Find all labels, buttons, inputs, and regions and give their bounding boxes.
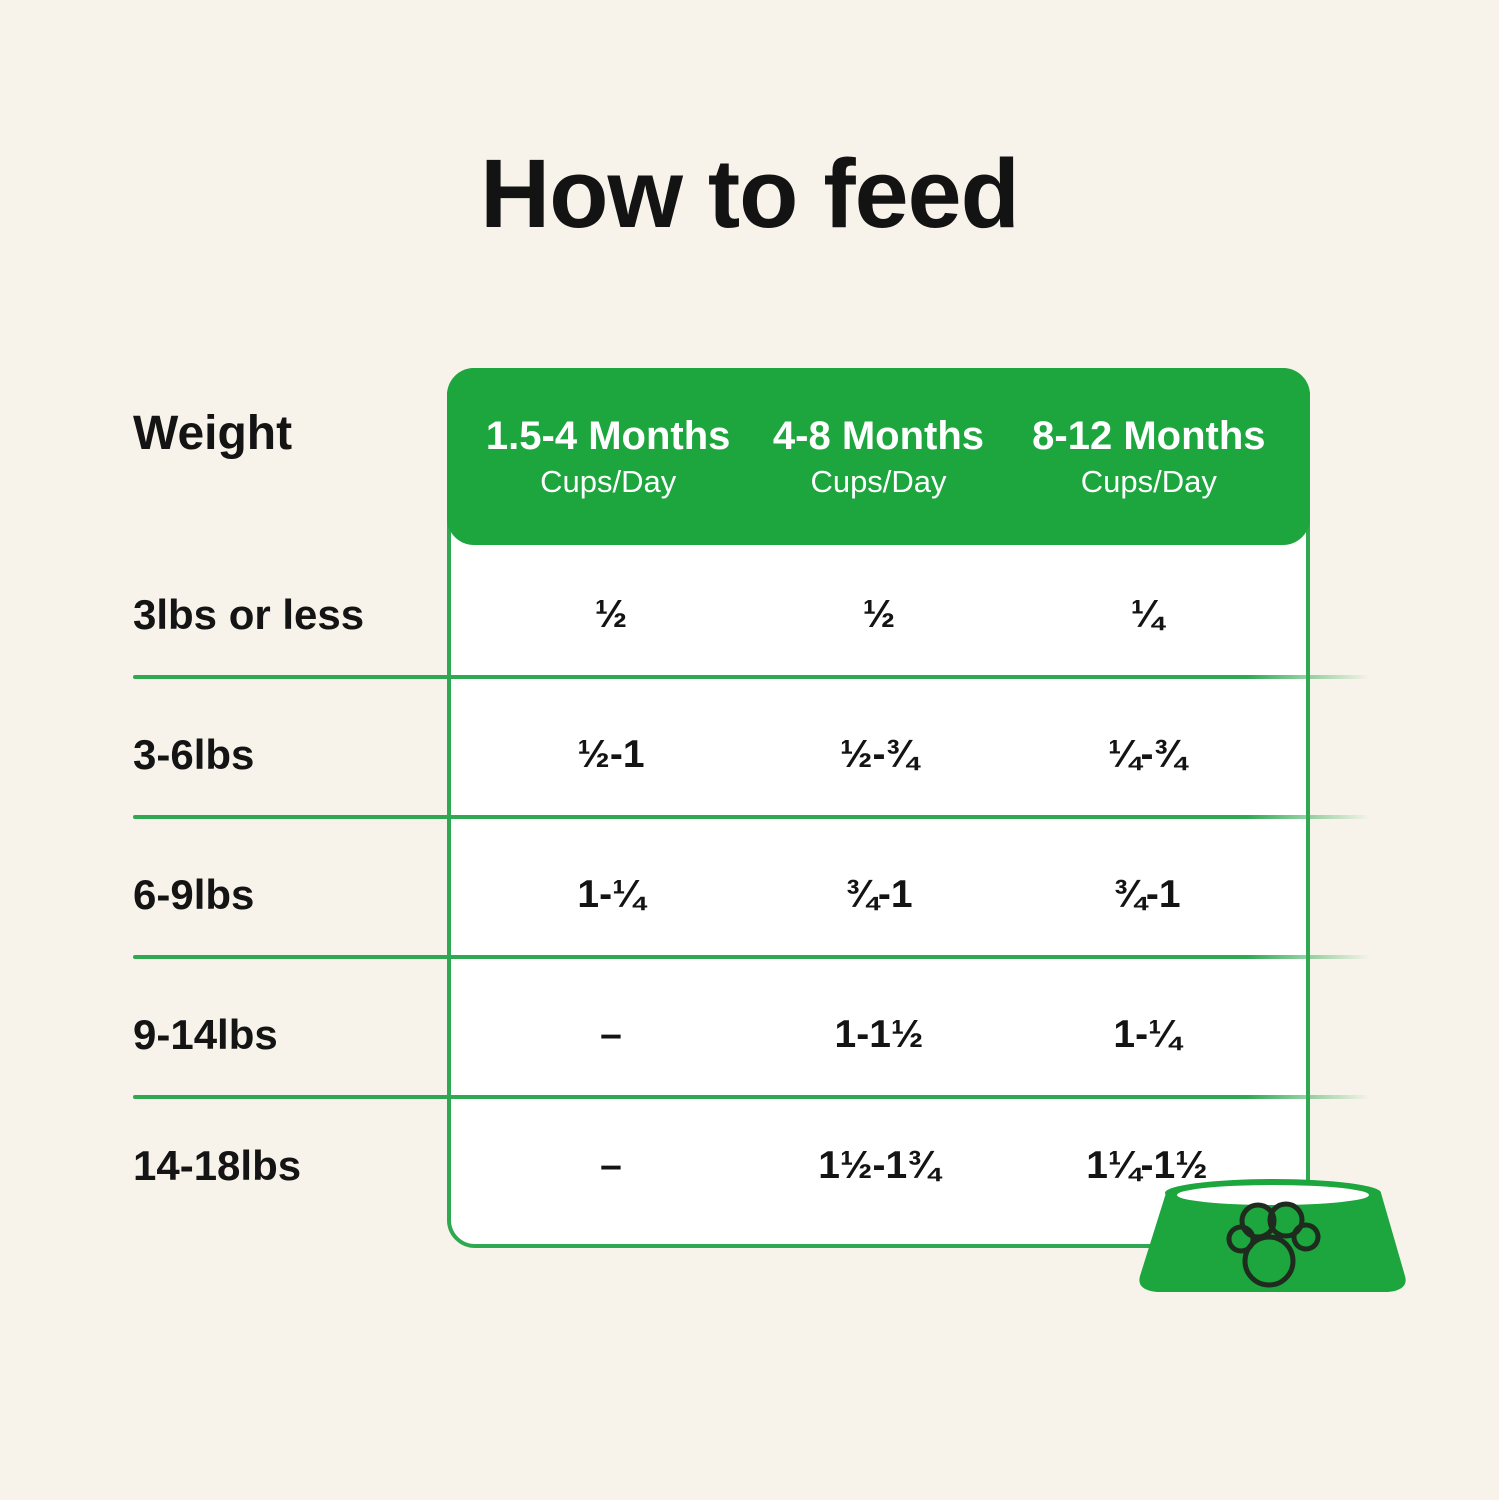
weight-column-heading: Weight <box>133 407 293 460</box>
table-cell: ½ <box>862 593 896 636</box>
dog-bowl-paw-icon <box>1136 1176 1410 1300</box>
table-cell: ¾-1 <box>845 873 913 916</box>
table-cell: 1-¼ <box>577 873 645 916</box>
row-separator <box>133 955 1370 959</box>
row-label-3-6lbs: 3-6lbs <box>133 731 255 778</box>
table-cell: ½-¾ <box>839 733 919 776</box>
row-label-6-9lbs: 6-9lbs <box>133 871 255 918</box>
header-unit-label: Cups/Day <box>540 463 677 499</box>
table-cell: 1¼-1½ <box>1086 1144 1208 1187</box>
header-col-3: 8-12 Months Cups/Day <box>1014 368 1284 545</box>
table-cell: ¾-1 <box>1113 873 1181 916</box>
table-cell: ½ <box>594 593 628 636</box>
row-label-14-18lbs: 14-18lbs <box>133 1142 302 1189</box>
header-months-label: 4-8 Months <box>772 413 985 458</box>
table-cell: ½-1 <box>577 733 645 776</box>
row-separator <box>133 675 1370 679</box>
row-label-9-14lbs: 9-14lbs <box>133 1011 278 1058</box>
paw-print-icon <box>1226 1201 1321 1288</box>
row-label-3lbs-or-less: 3lbs or less <box>133 591 365 638</box>
header-months-label: 8-12 Months <box>1032 413 1266 458</box>
table-cell: 1-¼ <box>1113 1013 1181 1056</box>
table-cell: 1½-1¾ <box>818 1144 940 1187</box>
table-cell: ¼ <box>1130 593 1164 636</box>
page-title: How to feed <box>480 139 1020 248</box>
header-unit-label: Cups/Day <box>810 463 947 499</box>
row-separator <box>133 815 1370 819</box>
header-col-1: 1.5-4 Months Cups/Day <box>473 368 743 545</box>
table-cell: ¼-¾ <box>1107 733 1187 776</box>
feeding-table-header: 1.5-4 Months Cups/Day 4-8 Months Cups/Da… <box>447 368 1310 545</box>
row-separator <box>133 1095 1370 1099</box>
table-cell: – <box>600 1144 622 1187</box>
table-cell: 1-1½ <box>834 1013 924 1056</box>
header-unit-label: Cups/Day <box>1080 463 1217 499</box>
header-col-2: 4-8 Months Cups/Day <box>743 368 1013 545</box>
header-months-label: 1.5-4 Months <box>485 413 731 458</box>
table-cell: – <box>600 1013 622 1056</box>
